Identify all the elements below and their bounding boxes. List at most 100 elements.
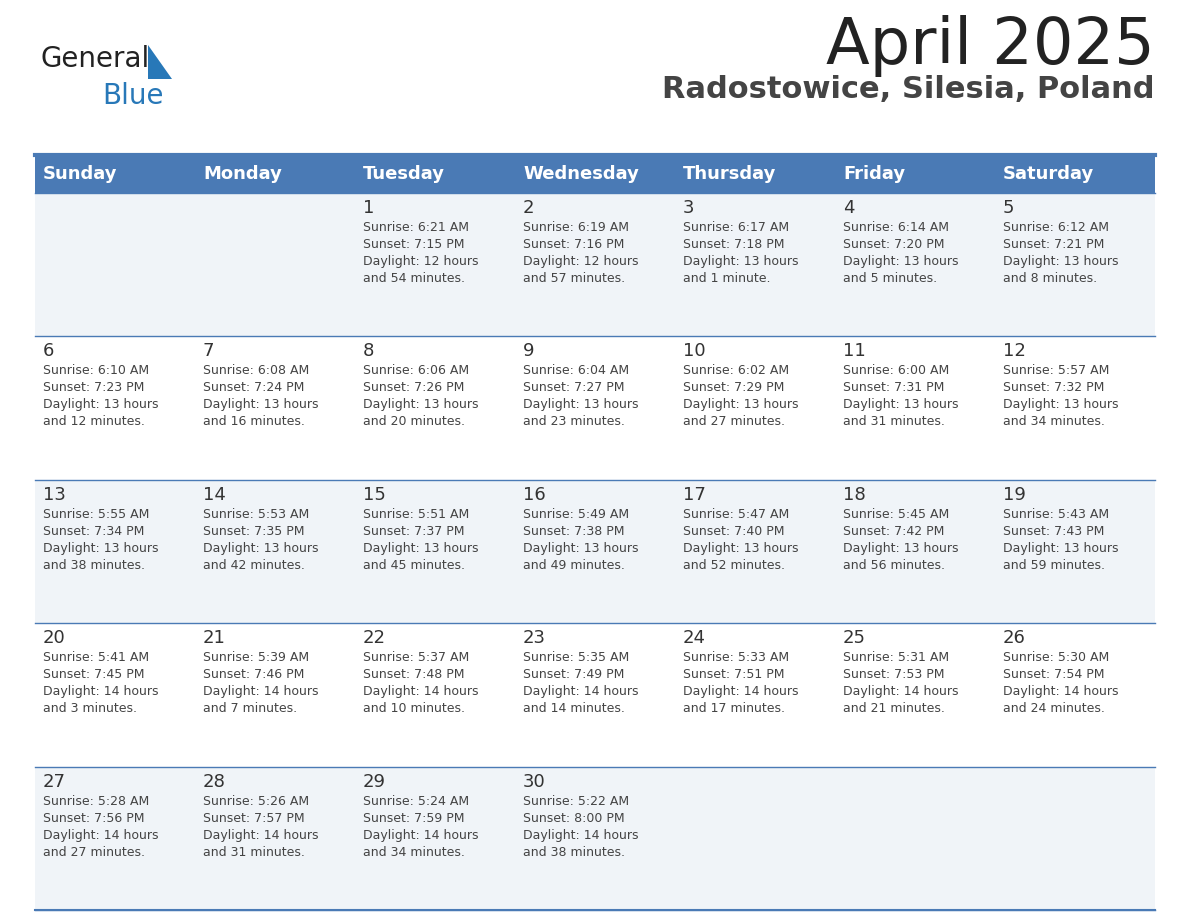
Text: Friday: Friday <box>843 165 905 183</box>
Text: Sunrise: 5:33 AM: Sunrise: 5:33 AM <box>683 651 789 665</box>
Text: 10: 10 <box>683 342 706 361</box>
Text: and 14 minutes.: and 14 minutes. <box>523 702 625 715</box>
Text: and 1 minute.: and 1 minute. <box>683 272 771 285</box>
Text: 20: 20 <box>43 629 65 647</box>
Text: 17: 17 <box>683 486 706 504</box>
Text: 21: 21 <box>203 629 226 647</box>
Text: April 2025: April 2025 <box>826 15 1155 77</box>
Text: and 56 minutes.: and 56 minutes. <box>843 559 944 572</box>
Text: 19: 19 <box>1003 486 1026 504</box>
Text: and 38 minutes.: and 38 minutes. <box>523 845 625 858</box>
Text: Daylight: 13 hours: Daylight: 13 hours <box>364 398 479 411</box>
Text: and 57 minutes.: and 57 minutes. <box>523 272 625 285</box>
Text: Sunrise: 6:08 AM: Sunrise: 6:08 AM <box>203 364 309 377</box>
Text: Daylight: 14 hours: Daylight: 14 hours <box>364 829 479 842</box>
Text: Sunset: 7:38 PM: Sunset: 7:38 PM <box>523 525 625 538</box>
Text: and 34 minutes.: and 34 minutes. <box>1003 416 1105 429</box>
Text: and 45 minutes.: and 45 minutes. <box>364 559 465 572</box>
Bar <box>34 480 1155 623</box>
Text: and 59 minutes.: and 59 minutes. <box>1003 559 1105 572</box>
Text: Daylight: 12 hours: Daylight: 12 hours <box>364 255 479 268</box>
Bar <box>34 623 1155 767</box>
Text: Daylight: 13 hours: Daylight: 13 hours <box>1003 542 1118 554</box>
Text: Sunrise: 5:35 AM: Sunrise: 5:35 AM <box>523 651 630 665</box>
Text: 16: 16 <box>523 486 545 504</box>
Text: Sunset: 7:56 PM: Sunset: 7:56 PM <box>43 812 145 824</box>
Text: Sunset: 7:24 PM: Sunset: 7:24 PM <box>203 381 304 395</box>
Text: Sunset: 7:16 PM: Sunset: 7:16 PM <box>523 238 625 251</box>
Text: 12: 12 <box>1003 342 1026 361</box>
Text: Sunset: 7:29 PM: Sunset: 7:29 PM <box>683 381 784 395</box>
Text: 6: 6 <box>43 342 55 361</box>
Text: Daylight: 13 hours: Daylight: 13 hours <box>1003 255 1118 268</box>
Text: Daylight: 13 hours: Daylight: 13 hours <box>43 398 158 411</box>
Text: Sunset: 7:34 PM: Sunset: 7:34 PM <box>43 525 145 538</box>
Text: Sunday: Sunday <box>43 165 118 183</box>
Text: 23: 23 <box>523 629 546 647</box>
Text: Monday: Monday <box>203 165 282 183</box>
Text: Sunset: 7:51 PM: Sunset: 7:51 PM <box>683 668 784 681</box>
Text: Sunrise: 5:22 AM: Sunrise: 5:22 AM <box>523 795 630 808</box>
Text: 11: 11 <box>843 342 866 361</box>
Text: and 23 minutes.: and 23 minutes. <box>523 416 625 429</box>
Text: Sunrise: 6:00 AM: Sunrise: 6:00 AM <box>843 364 949 377</box>
Text: Daylight: 13 hours: Daylight: 13 hours <box>203 542 318 554</box>
Text: Sunset: 7:49 PM: Sunset: 7:49 PM <box>523 668 625 681</box>
Text: Sunset: 7:23 PM: Sunset: 7:23 PM <box>43 381 145 395</box>
Text: Thursday: Thursday <box>683 165 777 183</box>
Text: Sunrise: 6:21 AM: Sunrise: 6:21 AM <box>364 221 469 234</box>
Text: Daylight: 13 hours: Daylight: 13 hours <box>1003 398 1118 411</box>
Text: 15: 15 <box>364 486 386 504</box>
Bar <box>34 767 1155 910</box>
Text: Sunrise: 5:55 AM: Sunrise: 5:55 AM <box>43 508 150 521</box>
Text: Sunrise: 5:41 AM: Sunrise: 5:41 AM <box>43 651 150 665</box>
Text: Sunset: 7:21 PM: Sunset: 7:21 PM <box>1003 238 1105 251</box>
Text: and 20 minutes.: and 20 minutes. <box>364 416 465 429</box>
Text: Sunrise: 5:53 AM: Sunrise: 5:53 AM <box>203 508 309 521</box>
Text: Sunset: 7:43 PM: Sunset: 7:43 PM <box>1003 525 1105 538</box>
Text: Daylight: 13 hours: Daylight: 13 hours <box>43 542 158 554</box>
Text: and 16 minutes.: and 16 minutes. <box>203 416 305 429</box>
Text: 8: 8 <box>364 342 374 361</box>
Text: Daylight: 14 hours: Daylight: 14 hours <box>523 829 638 842</box>
Text: 3: 3 <box>683 199 695 217</box>
Text: Daylight: 13 hours: Daylight: 13 hours <box>683 542 798 554</box>
Text: 18: 18 <box>843 486 866 504</box>
Text: 2: 2 <box>523 199 535 217</box>
Text: Daylight: 14 hours: Daylight: 14 hours <box>203 829 318 842</box>
Text: Daylight: 13 hours: Daylight: 13 hours <box>364 542 479 554</box>
Text: and 24 minutes.: and 24 minutes. <box>1003 702 1105 715</box>
Text: and 38 minutes.: and 38 minutes. <box>43 559 145 572</box>
Text: Daylight: 13 hours: Daylight: 13 hours <box>843 542 959 554</box>
Text: Sunrise: 5:31 AM: Sunrise: 5:31 AM <box>843 651 949 665</box>
Text: 7: 7 <box>203 342 215 361</box>
Text: Daylight: 14 hours: Daylight: 14 hours <box>43 829 158 842</box>
Text: and 31 minutes.: and 31 minutes. <box>843 416 944 429</box>
Polygon shape <box>148 45 172 79</box>
Text: and 12 minutes.: and 12 minutes. <box>43 416 145 429</box>
Text: Sunset: 7:54 PM: Sunset: 7:54 PM <box>1003 668 1105 681</box>
Text: Daylight: 12 hours: Daylight: 12 hours <box>523 255 638 268</box>
Text: and 54 minutes.: and 54 minutes. <box>364 272 465 285</box>
Text: Sunset: 7:57 PM: Sunset: 7:57 PM <box>203 812 304 824</box>
Text: Sunset: 7:32 PM: Sunset: 7:32 PM <box>1003 381 1105 395</box>
Text: Sunrise: 6:14 AM: Sunrise: 6:14 AM <box>843 221 949 234</box>
Text: Daylight: 14 hours: Daylight: 14 hours <box>43 685 158 699</box>
Text: Sunrise: 6:12 AM: Sunrise: 6:12 AM <box>1003 221 1110 234</box>
Text: Daylight: 13 hours: Daylight: 13 hours <box>683 255 798 268</box>
Text: Sunset: 7:18 PM: Sunset: 7:18 PM <box>683 238 784 251</box>
Text: Sunset: 7:37 PM: Sunset: 7:37 PM <box>364 525 465 538</box>
Text: Sunrise: 5:39 AM: Sunrise: 5:39 AM <box>203 651 309 665</box>
Text: 25: 25 <box>843 629 866 647</box>
Text: Sunset: 7:26 PM: Sunset: 7:26 PM <box>364 381 465 395</box>
Text: Sunrise: 5:37 AM: Sunrise: 5:37 AM <box>364 651 469 665</box>
Text: Daylight: 14 hours: Daylight: 14 hours <box>843 685 959 699</box>
Text: 5: 5 <box>1003 199 1015 217</box>
Text: and 21 minutes.: and 21 minutes. <box>843 702 944 715</box>
Text: Sunset: 7:42 PM: Sunset: 7:42 PM <box>843 525 944 538</box>
Text: Sunrise: 5:51 AM: Sunrise: 5:51 AM <box>364 508 469 521</box>
Text: Sunset: 7:46 PM: Sunset: 7:46 PM <box>203 668 304 681</box>
Text: Sunrise: 5:43 AM: Sunrise: 5:43 AM <box>1003 508 1110 521</box>
Text: Daylight: 13 hours: Daylight: 13 hours <box>523 542 638 554</box>
Text: Daylight: 13 hours: Daylight: 13 hours <box>843 255 959 268</box>
